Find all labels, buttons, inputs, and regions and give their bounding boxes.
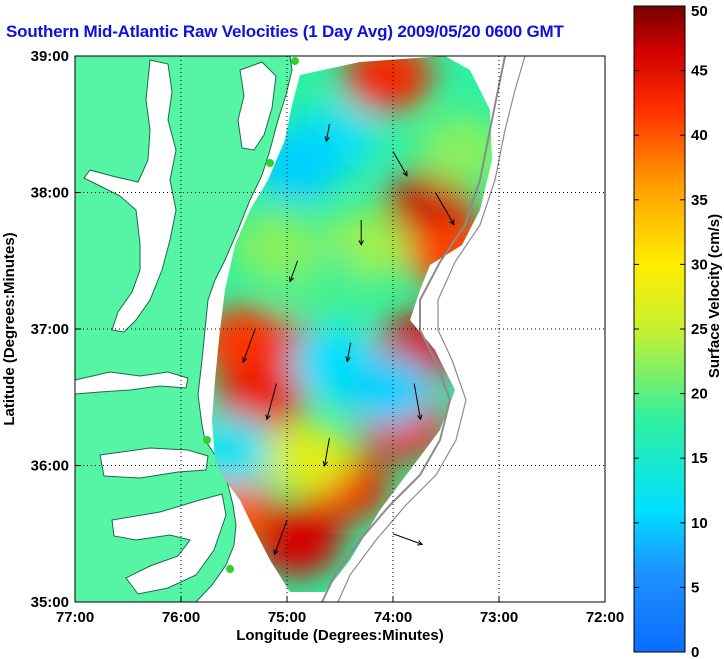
colorbar-ticks: 0 5 10 15 20 25 30 35 40 45 50 <box>634 3 708 659</box>
velocity-vector <box>265 383 277 421</box>
velocity-cell <box>264 422 353 495</box>
map-title: Southern Mid-Atlantic Raw Velocities (1 … <box>6 22 564 41</box>
y-tick-label: 36:00 <box>31 458 69 475</box>
y-tick-label: 38:00 <box>31 185 69 202</box>
x-axis-label: Longitude (Degrees:Minutes) <box>236 627 444 644</box>
colorbar-tick-label: 30 <box>691 256 708 273</box>
velocity-cell <box>417 115 492 188</box>
radar-stations <box>203 57 299 573</box>
colorbar-tick-label: 50 <box>691 3 708 20</box>
velocity-vectors <box>242 124 455 556</box>
velocity-cell <box>253 504 342 577</box>
velocity-vector <box>413 383 423 421</box>
station-marker <box>226 565 234 573</box>
velocity-vector <box>288 260 299 283</box>
y-tick-label: 37:00 <box>31 321 69 338</box>
station-marker <box>266 159 274 167</box>
y-tick-label: 35:00 <box>31 594 69 611</box>
velocity-cell <box>212 306 289 379</box>
x-tick-label: 76:00 <box>162 609 200 626</box>
velocity-cell <box>343 56 432 113</box>
x-tick-label: 74:00 <box>374 609 412 626</box>
river-inlet <box>75 371 189 395</box>
colorbar-tick-label: 40 <box>691 127 708 144</box>
velocity-vector <box>242 328 256 364</box>
slope-contour <box>337 56 526 602</box>
velocity-vector <box>434 192 455 226</box>
x-axis: 77:00 76:00 75:00 74:00 73:00 72:00 <box>56 596 624 626</box>
pamlico-sound <box>111 493 227 595</box>
velocity-vector <box>322 438 330 467</box>
velocity-cell <box>212 415 278 488</box>
velocity-cell <box>343 354 432 427</box>
velocity-vector <box>392 533 424 546</box>
x-tick-label: 72:00 <box>586 609 624 626</box>
colorbar-tick-label: 25 <box>691 321 708 338</box>
y-axis-label: Latitude (Degrees:Minutes) <box>1 232 18 425</box>
velocity-vector <box>324 124 330 143</box>
station-marker <box>203 436 211 444</box>
velocity-vector <box>345 342 352 363</box>
y-tick-label: 39:00 <box>31 48 69 65</box>
x-tick-label: 77:00 <box>56 609 94 626</box>
velocity-cell <box>216 361 305 434</box>
shelf-contour <box>321 56 506 602</box>
velocity-cell <box>232 211 321 284</box>
colorbar-label: Surface Velocity (cm/s) <box>706 214 723 378</box>
albemarle-sound <box>99 447 209 479</box>
colorbar-tick-label: 0 <box>691 644 699 659</box>
velocity-vector <box>358 219 364 246</box>
colorbar-tick-label: 5 <box>691 579 699 596</box>
coastal-bay-north <box>237 61 277 151</box>
x-tick-label: 75:00 <box>268 609 306 626</box>
colorbar <box>633 5 686 653</box>
colorbar-tick-label: 35 <box>691 192 708 209</box>
y-axis: 35:00 36:00 37:00 38:00 39:00 <box>31 48 81 611</box>
colorbar-tick-label: 20 <box>691 386 708 403</box>
colorbar-tick-label: 15 <box>691 450 708 467</box>
station-marker <box>291 57 299 65</box>
chesapeake-bay <box>83 59 177 333</box>
velocity-vector <box>273 519 288 556</box>
colorbar-tick-label: 10 <box>691 515 708 532</box>
velocity-vector <box>392 151 408 177</box>
colorbar-tick-label: 45 <box>691 63 708 80</box>
x-tick-label: 73:00 <box>480 609 518 626</box>
